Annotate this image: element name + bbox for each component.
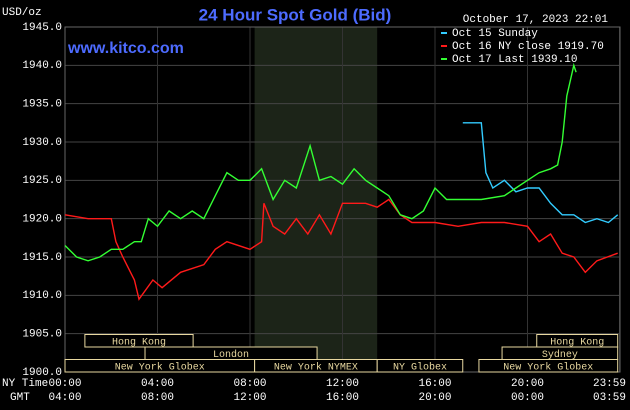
session-label: New York Globex (115, 361, 205, 373)
legend-label: Oct 17 Last 1939.10 (452, 54, 577, 66)
x-tick-label: 04:00 (141, 378, 174, 390)
x-tick-label: 00:00 (48, 378, 81, 390)
chart-title: 24 Hour Spot Gold (Bid) (199, 5, 392, 24)
x-tick-label: 20:00 (511, 378, 544, 390)
x-axis-label: NY Time (2, 378, 48, 390)
y-tick-label: 1915.0 (22, 252, 62, 264)
timestamp: October 17, 2023 22:01 (463, 14, 609, 26)
y-tick-label: 1910.0 (22, 290, 62, 302)
session-label: Hong Kong (550, 337, 604, 348)
x2-tick-label: 12:00 (233, 392, 266, 404)
session-box (478, 359, 619, 373)
y-tick-label: 1900.0 (22, 367, 62, 379)
x2-tick-label: 00:00 (511, 392, 544, 404)
x-tick-label: 12:00 (326, 378, 359, 390)
session-label: NY Globex (393, 361, 447, 373)
x2-tick-label: 04:00 (48, 392, 81, 404)
x2-tick-label: 16:00 (326, 392, 359, 404)
x2-tick-label: 08:00 (141, 392, 174, 404)
x2-tick-label: 03:59 (593, 392, 626, 404)
x2-axis-label: GMT (10, 392, 30, 404)
session-label: New York Globex (503, 361, 593, 373)
session-box (84, 334, 194, 348)
x2-tick-label: 20:00 (418, 392, 451, 404)
y-axis-label: USD/oz (2, 7, 42, 19)
price-line (64, 62, 577, 262)
session-label: London (213, 349, 249, 361)
y-tick-label: 1940.0 (22, 60, 62, 72)
y-tick-label: 1925.0 (22, 175, 62, 187)
y-tick-label: 1935.0 (22, 99, 62, 111)
x-tick-label: 16:00 (418, 378, 451, 390)
session-label: New York NYMEX (274, 361, 358, 373)
x-tick-label: 08:00 (233, 378, 266, 390)
x-tick-label: 23:59 (593, 378, 626, 390)
session-label: Sydney (542, 349, 578, 361)
price-line (462, 122, 619, 224)
y-tick-label: 1905.0 (22, 329, 62, 341)
legend-label: Oct 16 NY close 1919.70 (452, 41, 604, 53)
y-tick-label: 1930.0 (22, 137, 62, 149)
watermark: www.kitco.com (67, 40, 184, 57)
y-tick-label: 1920.0 (22, 214, 62, 226)
legend-label: Oct 15 Sunday (452, 28, 538, 40)
y-tick-label: 1945.0 (22, 22, 62, 34)
session-shade (254, 27, 378, 372)
price-line (64, 198, 618, 301)
session-label: Hong Kong (112, 337, 166, 348)
session-box (376, 359, 464, 373)
